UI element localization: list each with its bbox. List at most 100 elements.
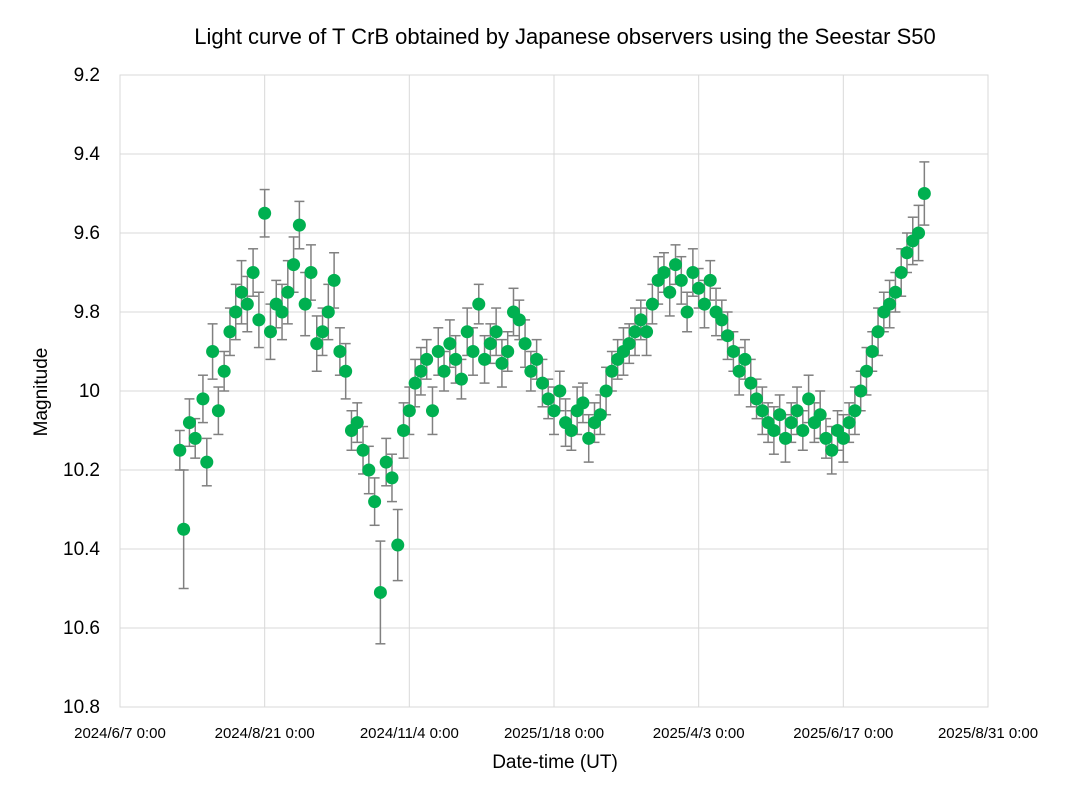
- data-point: [402, 404, 416, 418]
- y-tick-label: 9.8: [74, 302, 100, 323]
- data-point: [327, 273, 341, 287]
- data-point: [859, 364, 873, 378]
- y-tick-label: 10: [79, 381, 100, 402]
- data-point: [240, 297, 254, 311]
- x-axis-label: Date-time (UT): [492, 752, 618, 773]
- x-tick-label: 2025/1/18 0:00: [504, 725, 604, 742]
- data-point: [842, 416, 856, 430]
- data-point: [599, 384, 613, 398]
- data-point: [778, 431, 792, 445]
- data-point: [188, 431, 202, 445]
- data-point: [738, 352, 752, 366]
- data-point: [605, 364, 619, 378]
- data-point: [686, 266, 700, 279]
- data-point: [397, 424, 411, 437]
- data-point: [767, 424, 781, 437]
- x-tick-label: 2025/4/3 0:00: [653, 725, 745, 742]
- data-point: [634, 313, 648, 327]
- data-point: [854, 384, 868, 398]
- data-point: [512, 313, 526, 327]
- data-point: [431, 345, 445, 358]
- data-points: [173, 187, 931, 599]
- data-point: [593, 408, 607, 422]
- x-tick-label: 2025/8/31 0:00: [938, 725, 1038, 742]
- data-point: [466, 345, 480, 358]
- data-point: [489, 325, 503, 339]
- data-point: [819, 431, 833, 445]
- data-point: [518, 337, 532, 351]
- data-point: [790, 404, 804, 418]
- data-point: [321, 305, 335, 319]
- data-point: [726, 345, 740, 358]
- y-tick-label: 9.6: [74, 223, 100, 244]
- data-point: [894, 266, 908, 279]
- data-point: [640, 325, 654, 339]
- x-tick-label: 2024/8/21 0:00: [215, 725, 315, 742]
- data-point: [350, 416, 364, 430]
- data-point: [657, 266, 671, 279]
- x-tick-labels: 2024/6/7 0:00 2024/8/21 0:00 2024/11/4 0:0…: [74, 725, 1038, 742]
- data-point: [229, 305, 243, 319]
- data-point: [408, 376, 422, 390]
- data-point: [316, 325, 330, 339]
- data-point: [368, 495, 382, 509]
- y-tick-label: 10.6: [63, 618, 100, 639]
- data-point: [177, 522, 191, 536]
- data-point: [235, 285, 249, 299]
- data-point: [796, 424, 810, 437]
- data-point: [871, 325, 885, 339]
- data-point: [680, 305, 694, 319]
- data-point: [420, 352, 434, 366]
- data-point: [865, 345, 879, 358]
- data-point: [310, 337, 324, 351]
- data-point: [628, 325, 642, 339]
- y-tick-labels: 9.2 9.4 9.6 9.8 10 10.2 10.4 10.6 10.8: [63, 65, 100, 718]
- plot-area-border: [119, 74, 989, 708]
- data-point: [732, 364, 746, 378]
- data-point: [576, 396, 590, 410]
- data-point: [200, 455, 214, 469]
- data-point: [836, 431, 850, 445]
- y-tick-label: 10.8: [63, 697, 100, 718]
- data-point: [663, 285, 677, 299]
- data-point: [784, 416, 798, 430]
- data-point: [437, 364, 451, 378]
- data-point: [883, 297, 897, 311]
- y-tick-label: 10.4: [63, 539, 100, 560]
- data-point: [773, 408, 787, 422]
- x-tick-label: 2024/6/7 0:00: [74, 725, 166, 742]
- data-point: [645, 297, 659, 311]
- data-point: [414, 364, 428, 378]
- y-tick-label: 9.4: [74, 144, 101, 165]
- data-point: [425, 404, 439, 418]
- data-point: [553, 384, 567, 398]
- data-point: [582, 431, 596, 445]
- data-point: [564, 424, 578, 437]
- y-tick-label: 9.2: [74, 65, 100, 86]
- data-point: [385, 471, 399, 485]
- data-point: [802, 392, 816, 406]
- data-point: [333, 345, 347, 358]
- data-point: [703, 273, 717, 287]
- data-point: [524, 364, 538, 378]
- data-point: [483, 337, 497, 351]
- data-point: [900, 246, 914, 260]
- data-point: [454, 372, 468, 386]
- data-point: [246, 266, 260, 279]
- data-point: [182, 416, 196, 430]
- data-point: [217, 364, 231, 378]
- data-point: [196, 392, 210, 406]
- data-point: [443, 337, 457, 351]
- data-point: [721, 329, 735, 343]
- data-point: [697, 297, 711, 311]
- data-point: [750, 392, 764, 406]
- data-point: [449, 352, 463, 366]
- data-point: [744, 376, 758, 390]
- y-axis-label: Magnitude: [31, 347, 52, 437]
- data-point: [362, 463, 376, 477]
- data-point: [715, 313, 729, 327]
- data-point: [263, 325, 277, 339]
- data-point: [298, 297, 312, 311]
- x-tick-label: 2024/11/4 0:00: [360, 725, 459, 742]
